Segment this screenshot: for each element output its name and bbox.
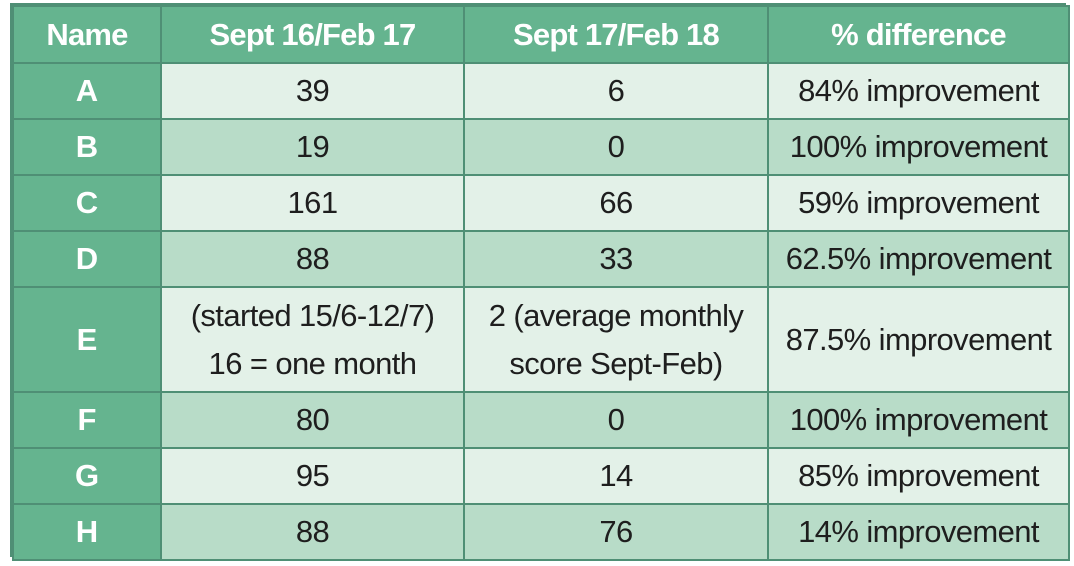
difference-cell: 59% improvement <box>767 174 1070 232</box>
difference-cell: 85% improvement <box>767 447 1070 505</box>
difference-cell: 14% improvement <box>767 503 1070 561</box>
difference-cell: 87.5% improvement <box>767 286 1070 393</box>
comparison-table-container: Name Sept 16/Feb 17 Sept 17/Feb 18 % dif… <box>10 3 1070 561</box>
comparison-table: Name Sept 16/Feb 17 Sept 17/Feb 18 % dif… <box>12 5 1070 561</box>
difference-cell: 100% improvement <box>767 391 1070 449</box>
row-name-cell: H <box>12 503 162 561</box>
row-name-cell: A <box>12 62 162 120</box>
row-name-cell: C <box>12 174 162 232</box>
difference-cell: 84% improvement <box>767 62 1070 120</box>
row-name-cell: G <box>12 447 162 505</box>
sept17-note-line: 2 (average monthly <box>488 297 744 333</box>
sept17-cell: 6 <box>463 62 769 120</box>
sept17-cell: 0 <box>463 118 769 176</box>
column-header-sept17-feb18: Sept 17/Feb 18 <box>463 5 769 64</box>
row-name-cell: D <box>12 230 162 288</box>
table-row: A 39 6 84% improvement <box>12 62 1070 120</box>
sept16-cell: 88 <box>160 503 465 561</box>
sept16-cell: (started 15/6-12/7) 16 = one month <box>160 286 465 393</box>
sept16-note-line: (started 15/6-12/7) <box>190 297 435 333</box>
sept16-cell: 80 <box>160 391 465 449</box>
table-row: C 161 66 59% improvement <box>12 174 1070 232</box>
difference-cell: 100% improvement <box>767 118 1070 176</box>
difference-cell: 62.5% improvement <box>767 230 1070 288</box>
sept16-cell: 88 <box>160 230 465 288</box>
column-header-percent-difference: % difference <box>767 5 1070 64</box>
column-header-name: Name <box>12 5 162 64</box>
table-row: B 19 0 100% improvement <box>12 118 1070 176</box>
table-row: D 88 33 62.5% improvement <box>12 230 1070 288</box>
sept17-cell: 76 <box>463 503 769 561</box>
sept16-note-line: 16 = one month <box>208 345 418 381</box>
sept16-cell: 161 <box>160 174 465 232</box>
table-row: H 88 76 14% improvement <box>12 503 1070 561</box>
table-header-row: Name Sept 16/Feb 17 Sept 17/Feb 18 % dif… <box>12 5 1070 64</box>
table-row: E (started 15/6-12/7) 16 = one month 2 (… <box>12 286 1070 393</box>
column-header-sept16-feb17: Sept 16/Feb 17 <box>160 5 465 64</box>
sept17-cell: 14 <box>463 447 769 505</box>
sept17-cell: 2 (average monthly score Sept-Feb) <box>463 286 769 393</box>
sept16-cell: 39 <box>160 62 465 120</box>
sept17-cell: 33 <box>463 230 769 288</box>
table-row: F 80 0 100% improvement <box>12 391 1070 449</box>
sept17-cell: 66 <box>463 174 769 232</box>
sept17-note-line: score Sept-Feb) <box>509 345 723 381</box>
table-row: G 95 14 85% improvement <box>12 447 1070 505</box>
sept16-cell: 95 <box>160 447 465 505</box>
sept17-cell: 0 <box>463 391 769 449</box>
row-name-cell: F <box>12 391 162 449</box>
row-name-cell: E <box>12 286 162 393</box>
row-name-cell: B <box>12 118 162 176</box>
sept16-cell: 19 <box>160 118 465 176</box>
